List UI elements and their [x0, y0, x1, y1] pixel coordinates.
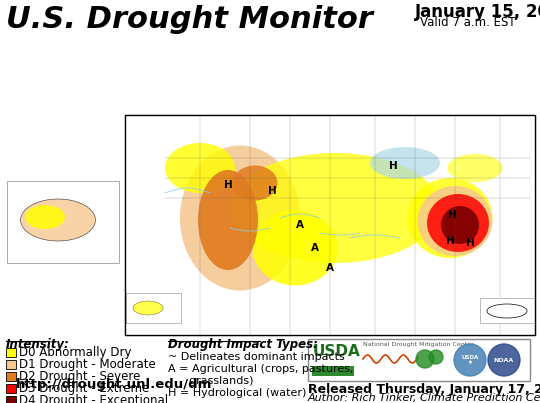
- Text: Author: Rich Tinker, Climate Prediction Center, NOAA: Author: Rich Tinker, Climate Prediction …: [308, 393, 540, 403]
- Text: A: A: [311, 243, 319, 253]
- Text: Released Thursday, January 17, 2008: Released Thursday, January 17, 2008: [308, 383, 540, 396]
- Bar: [125, 115, 535, 335]
- Text: H: H: [224, 180, 232, 190]
- Circle shape: [454, 344, 486, 376]
- Bar: [480, 298, 535, 323]
- Ellipse shape: [370, 147, 440, 179]
- Text: H: H: [448, 210, 456, 220]
- Bar: [6, 384, 16, 393]
- Ellipse shape: [417, 186, 492, 256]
- Bar: [126, 293, 181, 323]
- Text: Valid 7 a.m. EST: Valid 7 a.m. EST: [420, 16, 516, 29]
- Text: http://drought.unl.edu/dm: http://drought.unl.edu/dm: [16, 378, 212, 391]
- Text: H: H: [446, 236, 454, 246]
- Circle shape: [488, 344, 520, 376]
- Text: H: H: [268, 186, 276, 196]
- Bar: [6, 396, 16, 403]
- Ellipse shape: [448, 154, 503, 182]
- Text: U.S. Drought Monitor: U.S. Drought Monitor: [6, 5, 373, 34]
- Ellipse shape: [230, 153, 440, 263]
- Ellipse shape: [441, 206, 479, 244]
- Ellipse shape: [253, 210, 338, 285]
- Text: D4 Drought - Exceptional: D4 Drought - Exceptional: [19, 394, 168, 403]
- Text: January 15, 2008: January 15, 2008: [415, 3, 540, 21]
- Ellipse shape: [487, 304, 527, 318]
- Ellipse shape: [427, 194, 489, 252]
- Bar: [7, 181, 119, 263]
- Text: D0 Abnormally Dry: D0 Abnormally Dry: [19, 346, 132, 359]
- Text: USDA
★: USDA ★: [461, 355, 478, 366]
- Text: H: H: [465, 238, 474, 248]
- Text: D3 Drought - Extreme: D3 Drought - Extreme: [19, 382, 149, 395]
- Bar: [6, 372, 16, 381]
- Ellipse shape: [133, 301, 163, 315]
- Text: A = Agricultural (crops, pastures,: A = Agricultural (crops, pastures,: [168, 364, 354, 374]
- Bar: [125, 115, 535, 335]
- Ellipse shape: [165, 143, 235, 193]
- Text: Drought Impact Types:: Drought Impact Types:: [168, 338, 318, 351]
- Text: D1 Drought - Moderate: D1 Drought - Moderate: [19, 358, 156, 371]
- Text: grasslands): grasslands): [168, 376, 253, 386]
- Text: Intensity:: Intensity:: [6, 338, 70, 351]
- Bar: [125, 115, 535, 335]
- Text: D2 Drought - Severe: D2 Drought - Severe: [19, 370, 140, 383]
- Circle shape: [429, 350, 443, 364]
- Text: NOAA: NOAA: [494, 357, 514, 363]
- Ellipse shape: [25, 205, 65, 229]
- Text: H = Hydrological (water): H = Hydrological (water): [168, 388, 306, 398]
- Ellipse shape: [233, 166, 278, 201]
- Ellipse shape: [180, 145, 300, 291]
- Bar: [312, 366, 354, 376]
- Ellipse shape: [21, 199, 96, 241]
- Text: A: A: [326, 263, 334, 273]
- Ellipse shape: [198, 170, 258, 270]
- Text: H: H: [389, 161, 397, 171]
- Bar: [6, 348, 16, 357]
- Text: A: A: [296, 220, 304, 230]
- Bar: [308, 339, 530, 381]
- Ellipse shape: [408, 178, 492, 258]
- Circle shape: [416, 350, 434, 368]
- Text: National Drought Mitigation Center: National Drought Mitigation Center: [363, 342, 474, 347]
- Text: ~ Delineates dominant impacts: ~ Delineates dominant impacts: [168, 352, 345, 362]
- Text: USDA: USDA: [313, 344, 361, 359]
- Bar: [6, 360, 16, 369]
